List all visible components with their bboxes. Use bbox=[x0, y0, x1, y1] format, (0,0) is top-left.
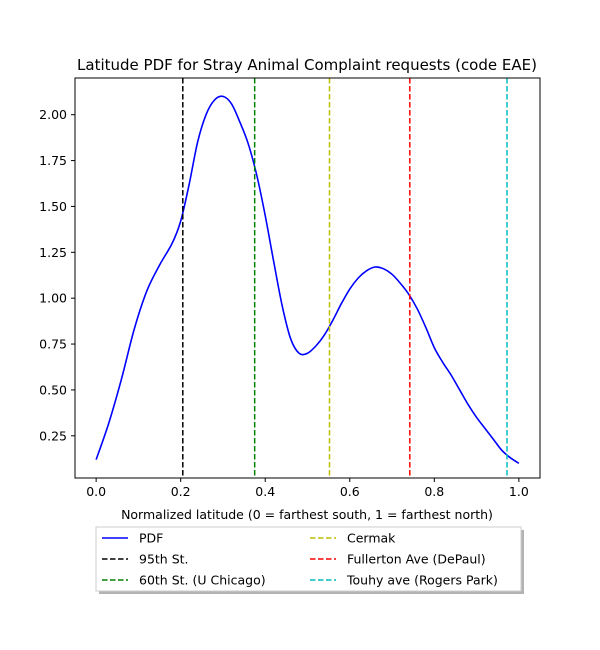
legend-label-95th-st: 95th St. bbox=[139, 552, 189, 567]
series-line-pdf bbox=[95, 95, 520, 464]
legend-label-touhy-ave-rogers-park: Touhy ave (Rogers Park) bbox=[346, 573, 498, 588]
legend-box bbox=[95, 526, 522, 592]
y-tick-label: 0.75 bbox=[39, 337, 67, 352]
legend: PDF 95th St. 60th St. (U Chicago) Cermak Ful… bbox=[95, 526, 524, 594]
legend-label-pdf: PDF bbox=[139, 531, 163, 546]
x-tick-label: 1.0 bbox=[509, 484, 529, 499]
y-axis: 0.25 0.50 0.75 1.00 1.25 1.50 1.75 2.00 bbox=[39, 107, 75, 443]
chart-title: Latitude PDF for Stray Animal Complaint … bbox=[77, 56, 537, 74]
x-axis-label: Normalized latitude (0 = farthest south,… bbox=[121, 507, 493, 522]
x-axis: 0.0 0.2 0.4 0.6 0.8 1.0 bbox=[86, 478, 529, 499]
legend-label-60th-st-u-chicago: 60th St. (U Chicago) bbox=[139, 573, 266, 588]
y-tick-label: 0.25 bbox=[39, 428, 67, 443]
y-tick-label: 1.25 bbox=[39, 245, 67, 260]
x-tick-label: 0.6 bbox=[340, 484, 360, 499]
x-tick-label: 0.8 bbox=[424, 484, 444, 499]
x-tick-label: 0.2 bbox=[171, 484, 191, 499]
y-tick-label: 1.00 bbox=[39, 291, 67, 306]
y-tick-label: 2.00 bbox=[39, 107, 67, 122]
x-tick-label: 0.0 bbox=[86, 484, 106, 499]
legend-label-cermak: Cermak bbox=[347, 531, 396, 546]
legend-label-fullerton-ave-depaul: Fullerton Ave (DePaul) bbox=[347, 552, 486, 567]
y-tick-label: 1.50 bbox=[39, 199, 67, 214]
plot-area bbox=[95, 78, 520, 478]
y-tick-label: 1.75 bbox=[39, 153, 67, 168]
x-tick-label: 0.4 bbox=[255, 484, 275, 499]
plot-frame bbox=[74, 77, 541, 479]
y-tick-label: 0.50 bbox=[39, 382, 67, 397]
